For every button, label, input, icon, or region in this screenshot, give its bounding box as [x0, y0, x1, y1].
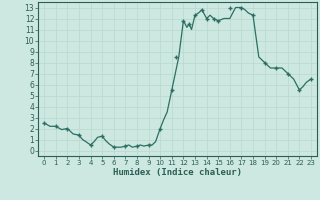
X-axis label: Humidex (Indice chaleur): Humidex (Indice chaleur): [113, 168, 242, 177]
